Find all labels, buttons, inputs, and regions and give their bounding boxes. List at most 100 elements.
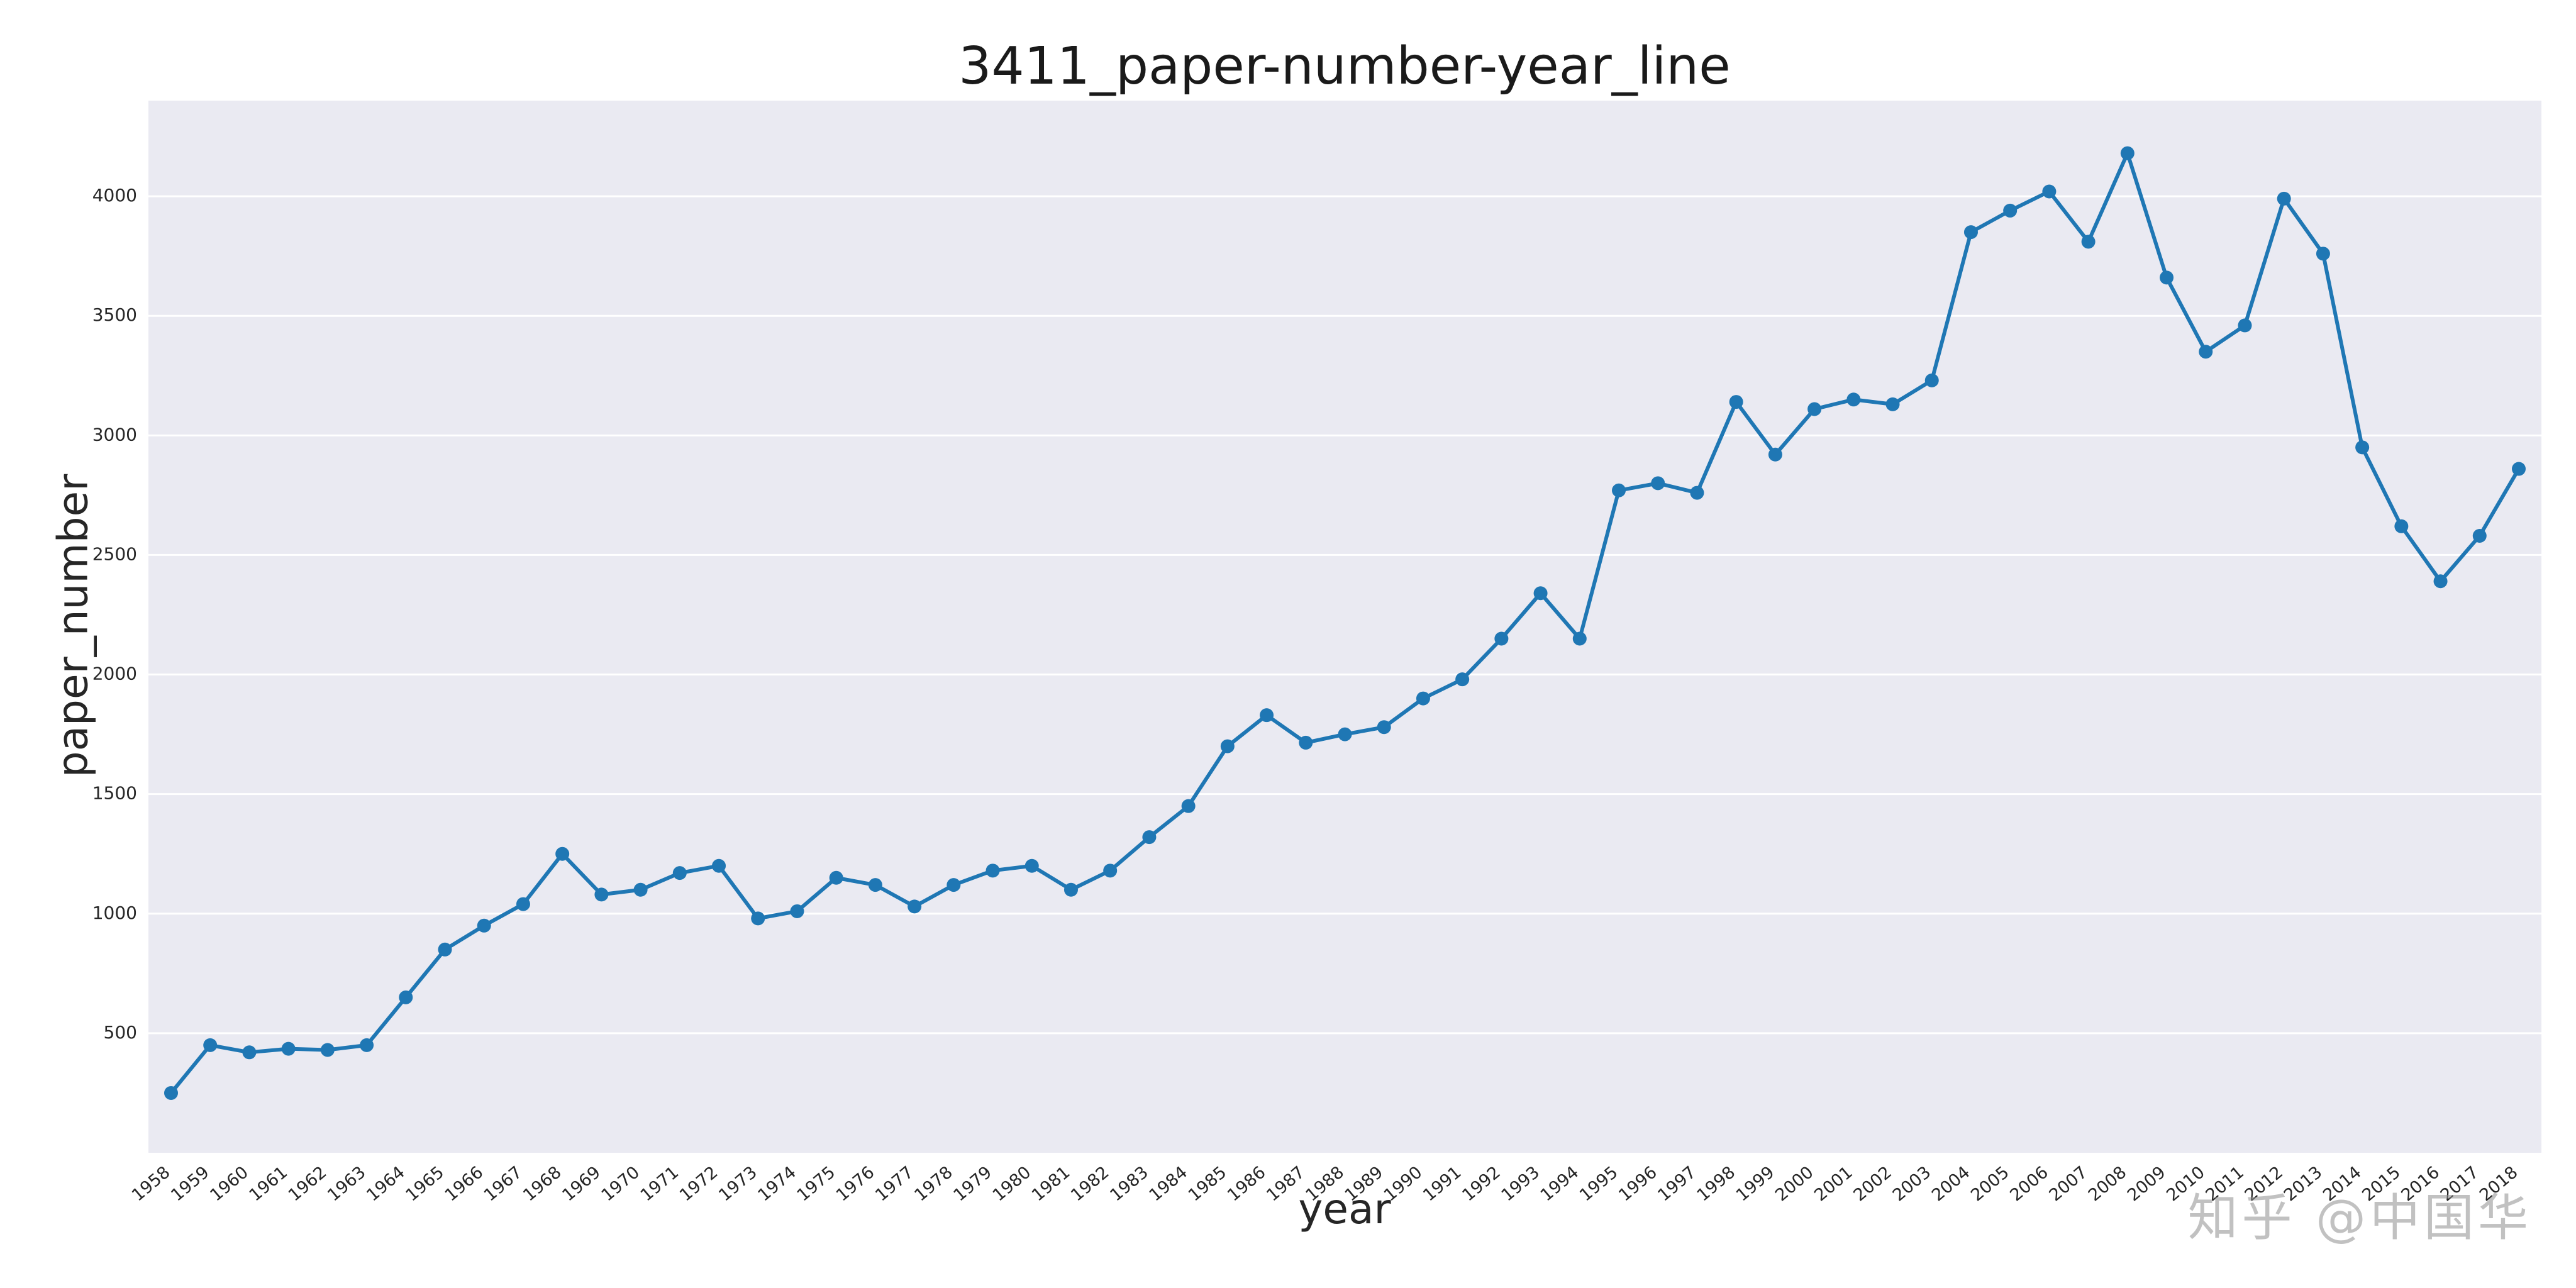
data-point <box>516 897 530 911</box>
x-tick-label: 1993 <box>1498 1163 1544 1206</box>
watermark: 知乎 @中国华 <box>2187 1189 2532 1247</box>
data-point <box>2277 191 2291 206</box>
data-point <box>2316 247 2330 261</box>
data-point <box>985 863 1000 878</box>
data-point <box>2199 345 2213 359</box>
x-tick-label: 1973 <box>715 1163 761 1206</box>
x-tick-label: 1965 <box>402 1163 448 1206</box>
x-tick-label: 1964 <box>363 1163 409 1206</box>
data-point <box>594 887 609 902</box>
x-tick-label: 1972 <box>676 1163 722 1206</box>
x-tick-label: 1959 <box>167 1163 213 1206</box>
data-point <box>2081 235 2096 249</box>
x-tick-label: 2005 <box>1967 1163 2013 1206</box>
data-point <box>672 866 687 880</box>
data-point <box>1651 476 1665 491</box>
data-point <box>399 990 413 1004</box>
data-point <box>1299 735 1313 750</box>
data-point <box>1729 395 1743 409</box>
data-point <box>1807 402 1822 416</box>
data-point <box>1533 586 1548 601</box>
x-tick-label: 1978 <box>911 1163 957 1206</box>
data-point <box>164 1085 178 1100</box>
x-tick-label: 1961 <box>246 1163 292 1206</box>
data-point <box>2433 574 2448 589</box>
data-point <box>1416 691 1430 706</box>
x-tick-label: 2004 <box>1928 1163 1974 1206</box>
data-point <box>281 1041 296 1056</box>
data-point <box>360 1038 374 1052</box>
data-point <box>555 847 570 861</box>
data-point <box>1612 483 1626 497</box>
x-tick-label: 1975 <box>794 1163 840 1206</box>
data-point <box>751 911 765 926</box>
y-tick-label: 3000 <box>92 424 137 445</box>
data-point <box>1768 447 1782 462</box>
x-tick-label: 1995 <box>1576 1163 1622 1206</box>
x-tick-label: 1974 <box>754 1163 800 1206</box>
data-point <box>1846 392 1861 407</box>
y-tick-label: 2500 <box>92 543 137 564</box>
data-point <box>1063 882 1078 897</box>
x-tick-label: 2001 <box>1811 1163 1857 1206</box>
x-tick-label: 1980 <box>989 1163 1035 1206</box>
x-tick-label: 1986 <box>1224 1163 1270 1206</box>
x-tick-label: 1997 <box>1654 1163 1700 1206</box>
data-point <box>1963 225 1978 240</box>
data-point <box>790 904 804 918</box>
x-tick-label: 1963 <box>324 1163 370 1206</box>
data-point <box>203 1038 218 1052</box>
y-tick-label: 500 <box>104 1022 137 1043</box>
data-point <box>1181 799 1196 813</box>
x-tick-label: 1981 <box>1028 1163 1074 1206</box>
y-axis-label: paper_number <box>48 474 97 778</box>
data-point <box>1220 739 1235 753</box>
x-tick-label: 1967 <box>480 1163 526 1206</box>
data-point <box>633 882 648 897</box>
x-tick-label: 1994 <box>1537 1163 1583 1206</box>
data-point <box>1572 631 1587 646</box>
x-tick-label: 2003 <box>1889 1163 1935 1206</box>
x-tick-label: 2000 <box>1772 1163 1818 1206</box>
data-point <box>1455 672 1470 687</box>
data-point <box>2355 440 2370 455</box>
data-point <box>908 899 922 914</box>
chart-title: 3411_paper-number-year_line <box>958 36 1731 96</box>
x-tick-label: 1958 <box>128 1163 174 1206</box>
data-point <box>1690 486 1704 500</box>
data-point <box>242 1045 257 1060</box>
y-tick-label: 2000 <box>92 663 137 684</box>
x-tick-label: 1976 <box>833 1163 879 1206</box>
x-tick-label: 1982 <box>1067 1163 1113 1206</box>
data-point <box>1494 631 1509 646</box>
x-tick-label: 1960 <box>206 1163 252 1206</box>
data-point <box>2512 462 2526 476</box>
data-point <box>2472 529 2487 543</box>
x-tick-label: 1991 <box>1419 1163 1465 1206</box>
x-tick-label: 1968 <box>519 1163 565 1206</box>
data-point <box>320 1043 335 1057</box>
data-point <box>477 918 491 933</box>
data-point <box>1338 727 1352 741</box>
data-point <box>1142 830 1157 845</box>
data-point <box>2394 519 2409 533</box>
x-tick-label: 1971 <box>637 1163 683 1206</box>
x-tick-label: 1979 <box>950 1163 996 1206</box>
data-point <box>2160 270 2174 285</box>
x-tick-label: 1969 <box>558 1163 604 1206</box>
data-point <box>1885 397 1900 411</box>
data-point <box>2238 318 2252 333</box>
plot-area <box>148 101 2541 1153</box>
data-point <box>1377 720 1391 735</box>
x-tick-label: 1984 <box>1146 1163 1192 1206</box>
x-tick-label: 1998 <box>1694 1163 1740 1206</box>
y-tick-label: 1000 <box>92 902 137 923</box>
x-tick-label: 1970 <box>598 1163 644 1206</box>
x-tick-label: 1992 <box>1458 1163 1504 1206</box>
data-point <box>2042 184 2057 199</box>
data-point <box>1924 373 1939 387</box>
y-tick-label: 4000 <box>92 185 137 206</box>
x-axis-label: year <box>1298 1185 1391 1233</box>
x-tick-label: 1996 <box>1615 1163 1661 1206</box>
